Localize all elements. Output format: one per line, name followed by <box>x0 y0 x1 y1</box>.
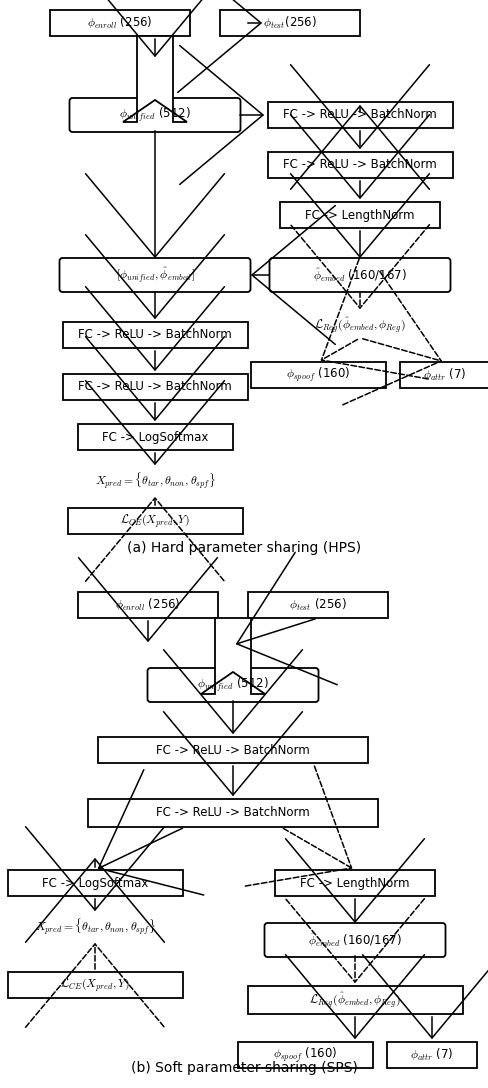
Text: $\hat{\phi}_{embed}$ (160/167): $\hat{\phi}_{embed}$ (160/167) <box>313 267 407 284</box>
FancyBboxPatch shape <box>269 258 450 292</box>
Text: $\phi_{spoof}$ (160): $\phi_{spoof}$ (160) <box>286 366 350 384</box>
FancyBboxPatch shape <box>78 424 232 450</box>
Text: (b) Soft parameter sharing (SPS): (b) Soft parameter sharing (SPS) <box>131 1061 357 1075</box>
Text: $\mathcal{L}_{CE}(X_{pred}, Y)$: $\mathcal{L}_{CE}(X_{pred}, Y)$ <box>60 977 130 993</box>
FancyBboxPatch shape <box>50 10 190 36</box>
FancyBboxPatch shape <box>238 1042 372 1068</box>
Text: $\mathcal{L}_{CE}(X_{pred}, Y)$: $\mathcal{L}_{CE}(X_{pred}, Y)$ <box>120 512 190 530</box>
Text: $\mathcal{L}_{Reg}(\hat{\phi}_{embed}, \phi_{Reg})$: $\mathcal{L}_{Reg}(\hat{\phi}_{embed}, \… <box>314 316 406 335</box>
Text: $\phi_{test}$ (256): $\phi_{test}$ (256) <box>289 597 347 613</box>
Text: $\phi_{unified}$ (512): $\phi_{unified}$ (512) <box>197 676 269 694</box>
Text: $X_{pred} = \{\theta_{tar}, \theta_{non}, \theta_{spf}\}$: $X_{pred} = \{\theta_{tar}, \theta_{non}… <box>35 916 156 938</box>
FancyBboxPatch shape <box>7 870 183 897</box>
Text: $\phi_{attr}$ (7): $\phi_{attr}$ (7) <box>410 1047 454 1063</box>
FancyBboxPatch shape <box>267 152 452 178</box>
FancyBboxPatch shape <box>60 258 250 292</box>
Text: $\hat{\phi}_{embed}$ (160/167): $\hat{\phi}_{embed}$ (160/167) <box>308 931 402 949</box>
Polygon shape <box>123 36 187 122</box>
FancyBboxPatch shape <box>88 799 378 827</box>
Text: FC -> ReLU -> BatchNorm: FC -> ReLU -> BatchNorm <box>156 806 310 819</box>
FancyBboxPatch shape <box>264 923 446 957</box>
Text: FC -> ReLU -> BatchNorm: FC -> ReLU -> BatchNorm <box>156 743 310 756</box>
FancyBboxPatch shape <box>220 10 360 36</box>
Text: $X_{pred} = \{\theta_{tar}, \theta_{non}, \theta_{spf}\}$: $X_{pred} = \{\theta_{tar}, \theta_{non}… <box>95 470 215 492</box>
Text: FC -> ReLU -> BatchNorm: FC -> ReLU -> BatchNorm <box>283 159 437 172</box>
FancyBboxPatch shape <box>267 102 452 128</box>
FancyBboxPatch shape <box>275 870 435 897</box>
FancyBboxPatch shape <box>250 362 386 388</box>
Text: FC -> LogSoftmax: FC -> LogSoftmax <box>102 431 208 444</box>
FancyBboxPatch shape <box>280 202 440 228</box>
Text: $\phi_{unified}$ (512): $\phi_{unified}$ (512) <box>119 106 191 124</box>
Text: $\phi_{attr}$ (7): $\phi_{attr}$ (7) <box>424 367 467 383</box>
Text: FC -> ReLU -> BatchNorm: FC -> ReLU -> BatchNorm <box>78 329 232 342</box>
FancyBboxPatch shape <box>387 1042 477 1068</box>
FancyBboxPatch shape <box>78 592 218 618</box>
Text: FC -> LogSoftmax: FC -> LogSoftmax <box>42 877 148 890</box>
Text: $\phi_{enroll}$ (256): $\phi_{enroll}$ (256) <box>115 597 181 613</box>
Polygon shape <box>201 618 265 694</box>
FancyBboxPatch shape <box>7 972 183 998</box>
Text: FC -> ReLU -> BatchNorm: FC -> ReLU -> BatchNorm <box>78 381 232 394</box>
FancyBboxPatch shape <box>67 508 243 534</box>
Text: (a) Hard parameter sharing (HPS): (a) Hard parameter sharing (HPS) <box>127 541 361 555</box>
FancyBboxPatch shape <box>98 737 368 763</box>
Text: $\phi_{test}$(256): $\phi_{test}$(256) <box>263 15 317 30</box>
FancyBboxPatch shape <box>147 668 319 702</box>
FancyBboxPatch shape <box>248 592 388 618</box>
Text: $\phi_{spoof}$ (160): $\phi_{spoof}$ (160) <box>273 1046 337 1064</box>
FancyBboxPatch shape <box>62 322 247 348</box>
FancyBboxPatch shape <box>247 986 463 1014</box>
FancyBboxPatch shape <box>62 374 247 400</box>
Text: $\mathcal{L}_{Reg}(\hat{\phi}_{embed}, \phi_{Reg})$: $\mathcal{L}_{Reg}(\hat{\phi}_{embed}, \… <box>309 990 401 1010</box>
Text: $[\phi_{unified}, \hat{\phi}_{embed}]$: $[\phi_{unified}, \hat{\phi}_{embed}]$ <box>116 265 194 285</box>
FancyBboxPatch shape <box>400 362 488 388</box>
Text: FC -> ReLU -> BatchNorm: FC -> ReLU -> BatchNorm <box>283 109 437 122</box>
Text: FC -> LengthNorm: FC -> LengthNorm <box>300 877 410 890</box>
FancyBboxPatch shape <box>69 98 241 132</box>
Text: $\phi_{enroll}$ (256): $\phi_{enroll}$ (256) <box>87 15 153 30</box>
Text: FC -> LengthNorm: FC -> LengthNorm <box>305 209 415 222</box>
